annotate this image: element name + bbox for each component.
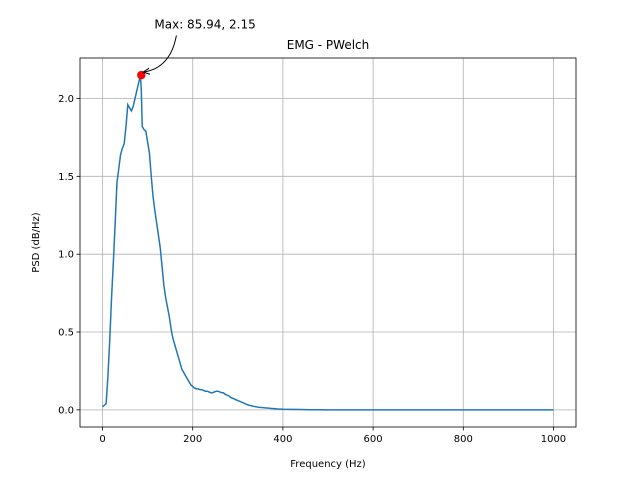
- max-annotation-arrow: [143, 35, 177, 73]
- tick-layer: 0 200 400 600 800 1000 0.0 0.5 1.0 1.5 2.0: [58, 94, 566, 445]
- y-tick-label: 2.0: [58, 94, 74, 105]
- y-tick-label: 1.5: [58, 172, 74, 183]
- grid-layer: [80, 58, 576, 427]
- y-tick-label: 0.0: [58, 405, 74, 416]
- x-tick-label: 0: [99, 434, 105, 445]
- marker-layer: [137, 70, 146, 80]
- max-annotation-arrowhead: [142, 67, 151, 75]
- x-tick-label: 600: [364, 434, 383, 445]
- x-tick-label: 800: [454, 434, 473, 445]
- annotation-layer: Max: 85.94, 2.15: [142, 17, 256, 75]
- y-tick-label: 0.5: [58, 328, 74, 339]
- axes-frame: [79, 57, 577, 428]
- x-tick-label: 200: [183, 434, 202, 445]
- max-point-marker: [137, 70, 146, 80]
- y-axis-label: PSD (dB/Hz): [31, 212, 42, 273]
- psd-series-line: [102, 74, 554, 411]
- chart-title: EMG - PWelch: [287, 38, 370, 52]
- x-tick-label: 400: [273, 434, 292, 445]
- y-tick-label: 1.0: [58, 250, 74, 261]
- max-annotation-label: Max: 85.94, 2.15: [154, 17, 255, 31]
- x-axis-label: Frequency (Hz): [290, 459, 366, 470]
- x-tick-label: 1000: [541, 434, 566, 445]
